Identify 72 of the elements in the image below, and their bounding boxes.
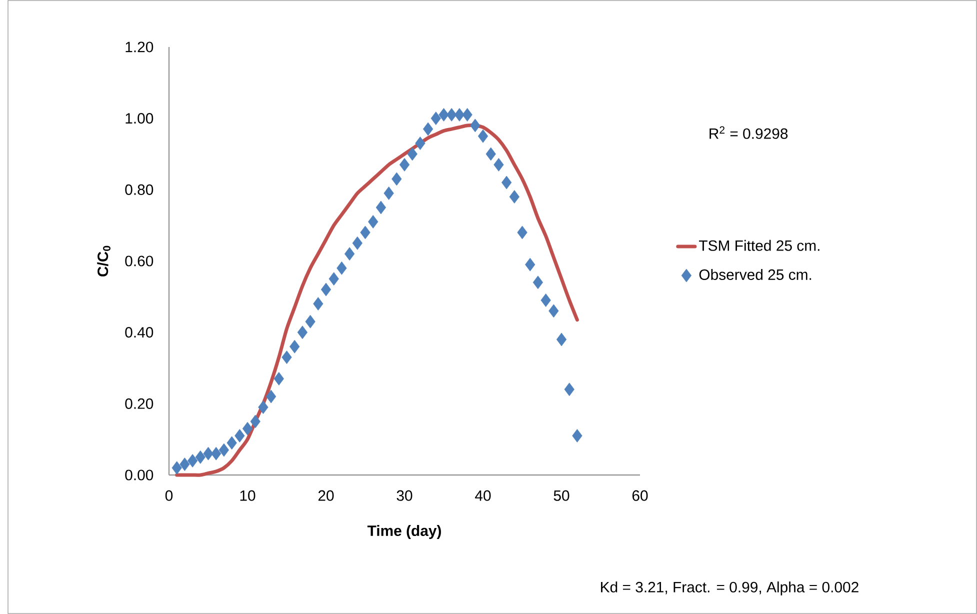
point xyxy=(266,390,276,404)
y-tick-label: 0.60 xyxy=(125,256,154,266)
legend-label: TSM Fitted 25 cm. xyxy=(698,240,820,251)
point xyxy=(242,422,253,436)
point xyxy=(540,294,551,307)
point xyxy=(313,297,324,310)
point xyxy=(172,461,182,475)
point xyxy=(290,340,300,354)
x-tick-label: 0 xyxy=(165,490,173,501)
x-tick-label: 60 xyxy=(632,490,648,501)
point xyxy=(344,247,355,261)
legend-label: Observed 25 cm. xyxy=(699,268,812,280)
text: Kd = 3.21, Fract. = 0.99, Alpha = 0.002 xyxy=(601,581,858,596)
y-tick-label: 0.80 xyxy=(125,184,154,195)
point xyxy=(430,112,441,126)
point xyxy=(195,450,206,464)
point xyxy=(415,136,426,150)
point xyxy=(211,446,222,460)
x-axis-title: Time (day) xyxy=(367,525,441,539)
point xyxy=(368,215,378,228)
point xyxy=(297,326,308,340)
point xyxy=(360,226,370,240)
point xyxy=(320,282,332,296)
point xyxy=(564,382,574,396)
x-tick-label: 20 xyxy=(318,490,334,501)
point xyxy=(399,158,410,172)
point xyxy=(509,190,520,204)
y-tick-label: 1.00 xyxy=(126,113,154,124)
point xyxy=(525,258,536,272)
y-tick-label: 1.20 xyxy=(126,42,154,52)
point xyxy=(282,350,292,364)
point xyxy=(187,454,198,468)
point xyxy=(494,158,504,172)
point xyxy=(376,200,386,214)
x-tick-label: 40 xyxy=(475,490,491,501)
point xyxy=(454,108,465,122)
point xyxy=(517,226,528,240)
y-tick-label: 0.40 xyxy=(125,327,154,338)
point xyxy=(180,458,190,471)
x-tick-label: 50 xyxy=(554,490,570,501)
point xyxy=(352,236,362,250)
point xyxy=(532,276,544,290)
point xyxy=(478,129,488,143)
point xyxy=(470,118,480,132)
point xyxy=(501,176,512,190)
point xyxy=(305,314,316,328)
point xyxy=(438,108,449,122)
y-tick-label: 0.00 xyxy=(125,470,154,480)
y-axis-title: C/C$_{0}$ xyxy=(97,246,110,276)
point xyxy=(422,122,434,136)
point xyxy=(548,304,559,318)
point xyxy=(274,372,284,386)
point xyxy=(203,446,214,460)
text: R$^{2}$ = 0.9298 xyxy=(710,126,788,139)
point xyxy=(392,172,402,186)
point xyxy=(218,443,230,457)
point xyxy=(384,186,394,200)
point xyxy=(486,147,496,161)
point xyxy=(336,261,347,275)
point xyxy=(234,429,245,442)
point xyxy=(446,108,457,122)
point xyxy=(556,332,567,346)
point xyxy=(226,436,237,450)
point xyxy=(462,108,472,122)
point xyxy=(407,147,418,161)
y-tick-label: 0.20 xyxy=(125,398,154,409)
point xyxy=(250,414,260,428)
x-tick-label: 30 xyxy=(396,490,412,501)
point xyxy=(572,429,582,442)
x-tick-label: 10 xyxy=(240,490,256,501)
point xyxy=(328,272,339,286)
point xyxy=(258,400,268,414)
